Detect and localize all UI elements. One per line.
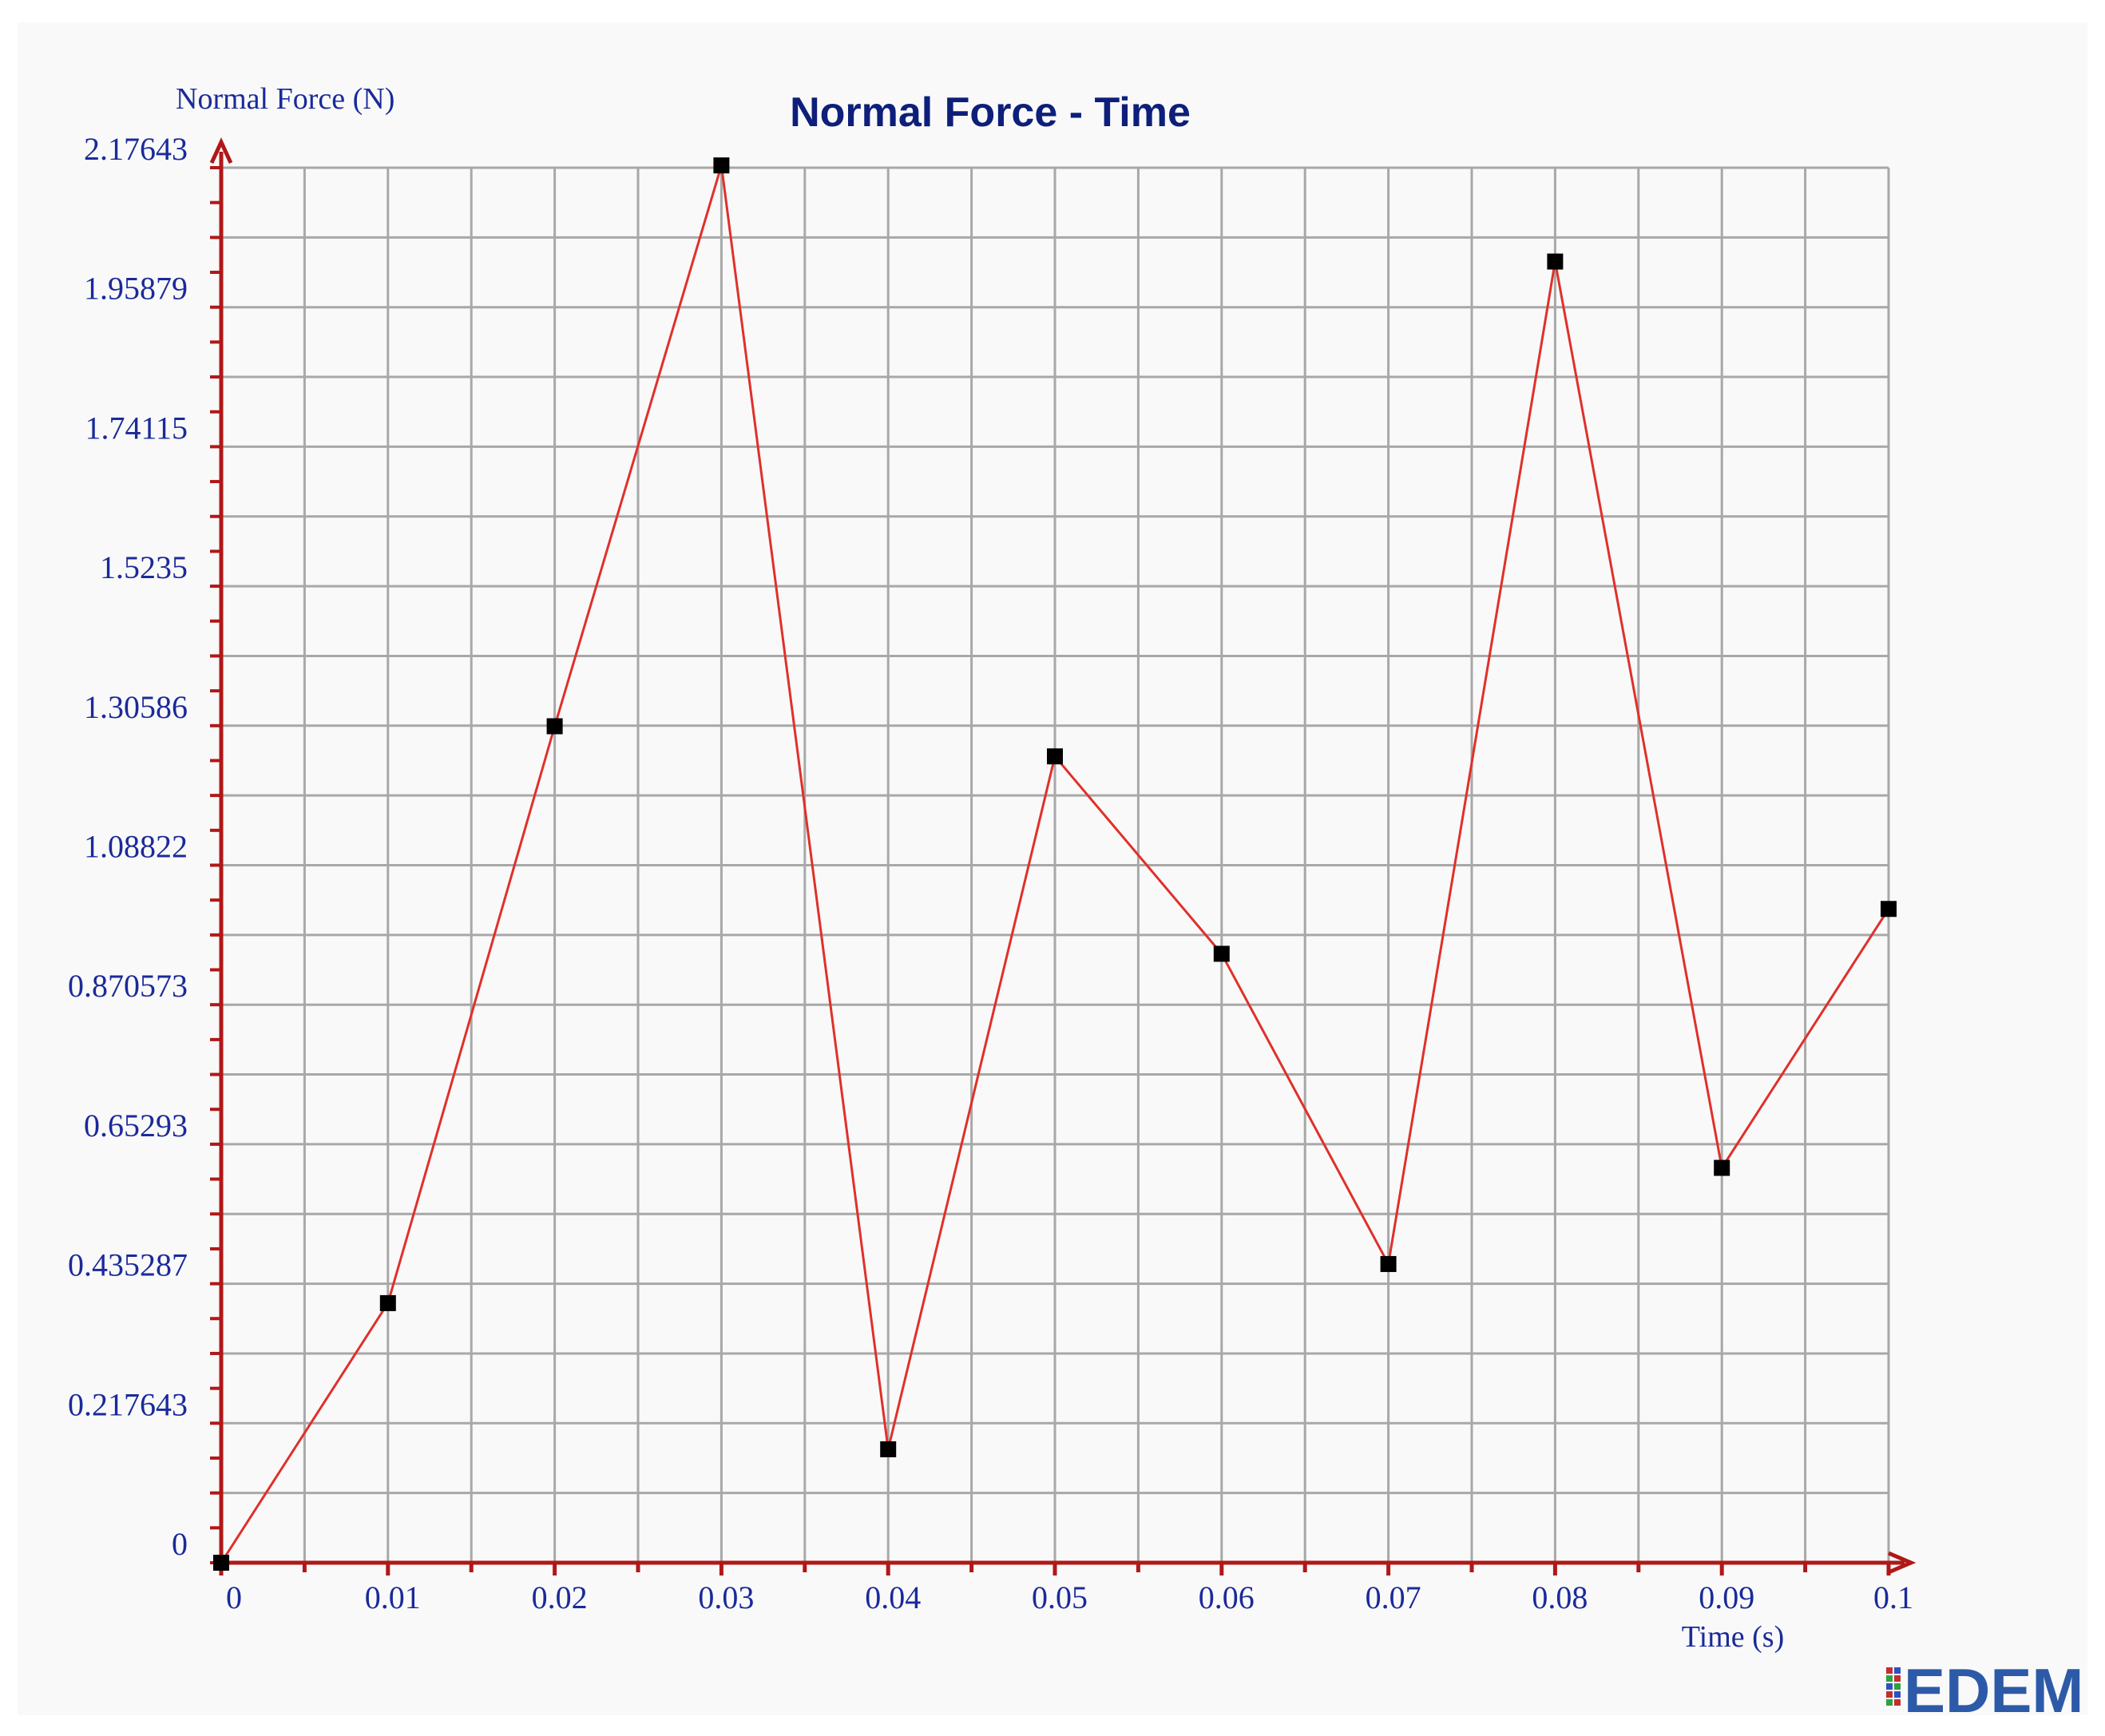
y-tick-label: 1.30586 bbox=[84, 689, 188, 725]
data-point-marker bbox=[1213, 945, 1230, 962]
data-point-marker bbox=[880, 1441, 897, 1457]
x-tick-label: 0.03 bbox=[698, 1579, 754, 1615]
y-tick-label: 0.217643 bbox=[68, 1386, 188, 1422]
logo-grid-icon bbox=[1886, 1667, 1901, 1706]
x-tick-label: 0.08 bbox=[1532, 1579, 1588, 1615]
x-tick-label: 0 bbox=[226, 1579, 242, 1615]
data-point-marker bbox=[1547, 253, 1564, 270]
x-tick-label: 0.09 bbox=[1699, 1579, 1754, 1615]
data-point-marker bbox=[1714, 1159, 1730, 1176]
series-layer bbox=[213, 157, 1897, 1571]
data-point-marker bbox=[213, 1555, 229, 1571]
y-axis-arrow-icon bbox=[209, 137, 233, 164]
y-tick-label: 0.435287 bbox=[68, 1247, 188, 1283]
data-point-marker bbox=[1380, 1255, 1397, 1272]
y-tick-label: 0.65293 bbox=[84, 1108, 188, 1143]
y-tick-label: 1.95879 bbox=[84, 271, 188, 307]
data-point-marker bbox=[713, 157, 730, 174]
x-tick-label: 0.07 bbox=[1366, 1579, 1421, 1615]
y-tick-label: 2.17643 bbox=[84, 131, 188, 167]
x-tick-label: 0.02 bbox=[532, 1579, 588, 1615]
data-point-marker bbox=[546, 718, 563, 735]
axis-layer bbox=[209, 137, 1917, 1575]
data-point-marker bbox=[1881, 901, 1897, 918]
x-tick-label: 0.04 bbox=[865, 1579, 921, 1615]
x-tick-label: 0.01 bbox=[365, 1579, 421, 1615]
y-tick-label: 0 bbox=[172, 1526, 188, 1562]
y-tick-label: 1.5235 bbox=[100, 549, 188, 585]
chart-title: Normal Force - Time bbox=[790, 89, 1191, 136]
x-tick-label: 0.06 bbox=[1199, 1579, 1255, 1615]
data-point-marker bbox=[1047, 748, 1063, 765]
y-axis-title: Normal Force (N) bbox=[176, 82, 394, 116]
y-tick-label: 1.74115 bbox=[85, 410, 188, 446]
x-axis-arrow-icon bbox=[1888, 1551, 1917, 1575]
logo-text: EDEM bbox=[1904, 1655, 2083, 1726]
x-axis-title: Time (s) bbox=[1682, 1620, 1784, 1654]
x-tick-label: 0.1 bbox=[1873, 1579, 1913, 1615]
grid-layer bbox=[221, 166, 1890, 1563]
chart-background bbox=[18, 22, 2087, 1715]
data-point-marker bbox=[379, 1294, 396, 1311]
y-tick-label: 0.870573 bbox=[68, 968, 188, 1004]
edem-logo: EDEM bbox=[1886, 1655, 2083, 1726]
y-tick-label: 1.08822 bbox=[84, 829, 188, 865]
x-tick-label: 0.05 bbox=[1032, 1579, 1088, 1615]
label-layer: 0 0.01 0.02 0.03 0.04 0.05 0.06 0.07 0.08 0.09 0.1… bbox=[68, 131, 1913, 1615]
